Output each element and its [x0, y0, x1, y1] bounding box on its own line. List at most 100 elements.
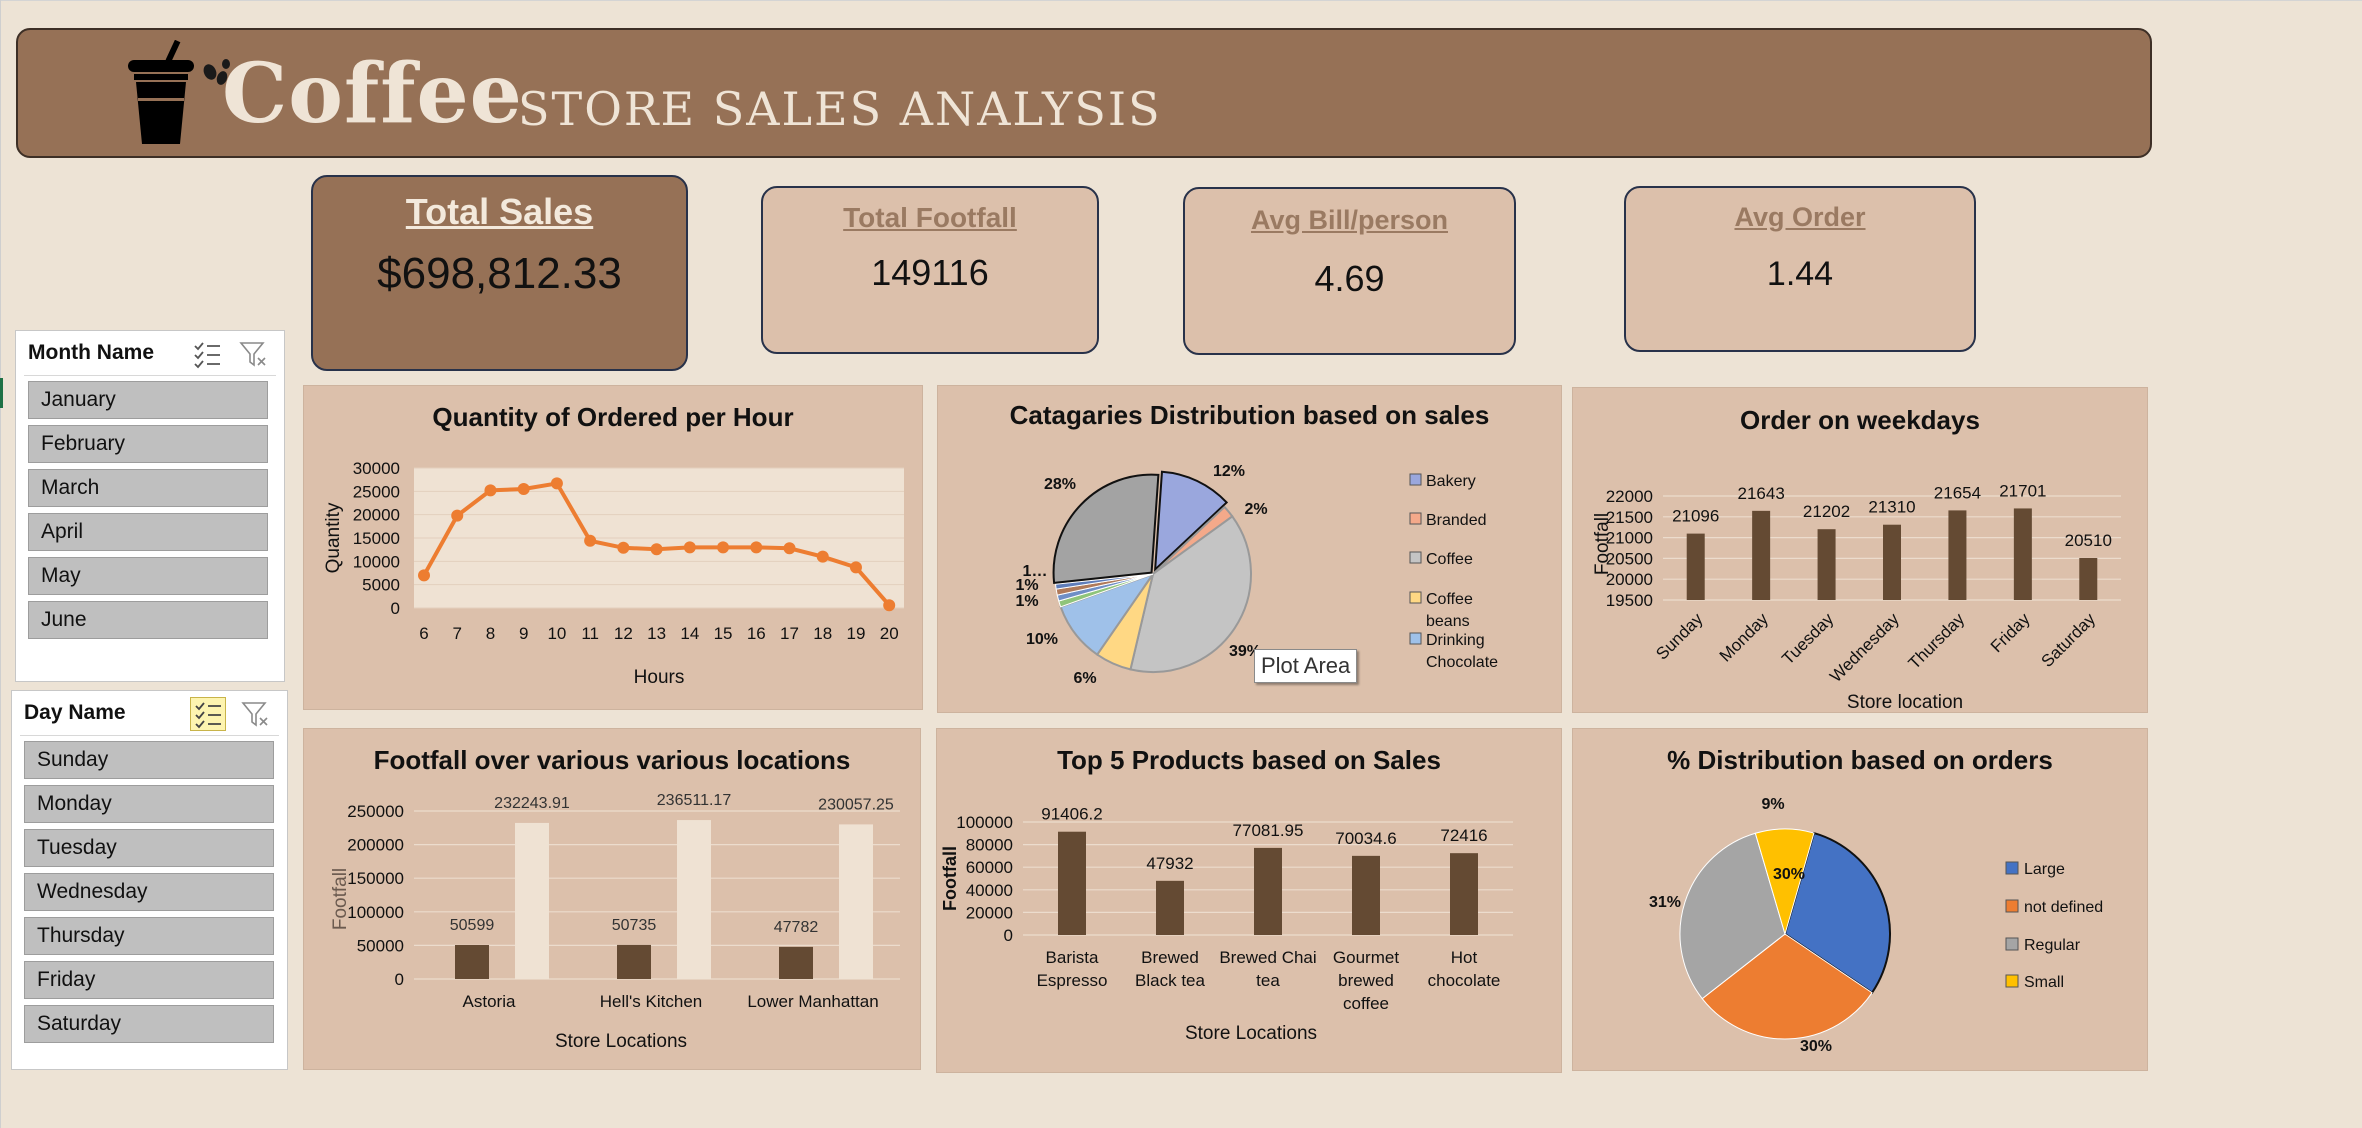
- slicer-item-day[interactable]: Tuesday: [24, 829, 274, 867]
- pie-chart: 30% 30% 31% 9% Large not defined Regular Small: [1649, 796, 2103, 1055]
- x-axis-title: Hours: [634, 667, 685, 688]
- data-label: 9%: [1761, 796, 1784, 813]
- x-tick-label: brewed: [1338, 971, 1394, 990]
- legend-swatch: [1409, 632, 1422, 645]
- legend-swatch: [2005, 861, 2019, 875]
- chart-orders-per-hour[interactable]: Quantity of Ordered per Hour 0 5000 10000 1…: [303, 385, 923, 710]
- data-label: 1%: [1015, 593, 1038, 610]
- legend-label: beans: [1426, 613, 1470, 630]
- chart-footfall-locations[interactable]: Footfall over various various locations …: [303, 728, 921, 1070]
- data-label: 1%: [1015, 577, 1038, 594]
- data-label: 50599: [450, 917, 495, 934]
- y-axis-title: Footfall: [330, 868, 351, 930]
- data-label: 70034.6: [1335, 829, 1396, 848]
- legend-swatch: [1409, 473, 1422, 486]
- data-point: [418, 569, 430, 582]
- x-tick-label: Thursday: [1905, 609, 1969, 673]
- kpi-label: Total Footfall: [843, 202, 1017, 233]
- bar: [1352, 855, 1380, 935]
- slicer-item-day[interactable]: Monday: [24, 785, 274, 823]
- legend-label: not defined: [2024, 899, 2103, 916]
- y-tick-label: 19500: [1606, 591, 1653, 610]
- data-label: 21654: [1934, 483, 1981, 502]
- x-tick-label: Brewed Chai: [1219, 948, 1316, 967]
- bar: [2079, 557, 2098, 600]
- x-tick-label: Tuesday: [1778, 609, 1837, 668]
- legend-label: Chocolate: [1426, 654, 1498, 671]
- y-tick-label: 20500: [1606, 549, 1653, 568]
- chart-category-distribution[interactable]: Catagaries Distribution based on sales 1…: [937, 385, 1562, 713]
- y-tick-label: 20000: [966, 903, 1013, 922]
- coffee-beans-icon: [203, 59, 230, 85]
- data-point: [883, 599, 896, 612]
- multi-select-icon[interactable]: [192, 339, 222, 369]
- chart-title: Top 5 Products based on Sales: [1057, 745, 1441, 775]
- y-tick-label: 80000: [966, 836, 1013, 855]
- kpi-label: Total Sales: [405, 191, 594, 232]
- chart-top-products[interactable]: Top 5 Products based on Sales 0 20000 4000…: [936, 728, 1562, 1073]
- slicer-item-month[interactable]: April: [28, 513, 268, 551]
- chart-title: % Distribution based on orders: [1667, 745, 2053, 775]
- x-tick-label: 13: [647, 624, 666, 643]
- slicer-item-month[interactable]: May: [28, 557, 268, 595]
- slicer-item-day[interactable]: Thursday: [24, 917, 274, 955]
- x-tick-label: 14: [680, 624, 699, 643]
- slicer-item-month[interactable]: January: [28, 381, 268, 419]
- kpi-avg-order[interactable]: Avg Order 1.44: [1624, 186, 1976, 352]
- data-label: 20510: [2065, 531, 2112, 550]
- y-tick-label: 10000: [353, 552, 400, 571]
- slicer-item-month[interactable]: June: [28, 601, 268, 639]
- data-point: [517, 483, 530, 495]
- x-tick-label: Monday: [1716, 609, 1773, 666]
- slicer-item-day[interactable]: Saturday: [24, 1005, 274, 1043]
- chart-order-size-distribution[interactable]: % Distribution based on orders 30% 30% 31%…: [1572, 728, 2148, 1071]
- y-axis-title: Footfall: [940, 846, 960, 911]
- kpi-total-footfall[interactable]: Total Footfall 149116: [761, 186, 1099, 354]
- bar: [1883, 524, 1901, 600]
- bar: [1686, 533, 1705, 600]
- kpi-total-sales[interactable]: Total Sales $698,812.33: [311, 175, 688, 371]
- x-tick-label: Wednesday: [1826, 609, 1903, 686]
- x-tick-label: Lower Manhattan: [747, 992, 878, 1011]
- clear-filter-icon[interactable]: [238, 339, 268, 369]
- chart-title: Order on weekdays: [1740, 405, 1980, 435]
- bar: [1058, 831, 1086, 935]
- kpi-avg-bill[interactable]: Avg Bill/person 4.69: [1183, 187, 1516, 355]
- bar: [839, 824, 873, 979]
- y-tick-label: 0: [395, 970, 404, 989]
- y-axis-title: Quantity: [323, 502, 344, 573]
- x-tick-label: Hot: [1451, 948, 1478, 967]
- selected-row-marker: [0, 378, 3, 408]
- data-label: 47782: [774, 919, 819, 936]
- legend-label: Bakery: [1426, 473, 1476, 490]
- slicer-item-month[interactable]: March: [28, 469, 268, 507]
- x-tick-label: Saturday: [2038, 609, 2100, 671]
- kpi-value: $698,812.33: [377, 249, 622, 298]
- chart-orders-weekdays[interactable]: Order on weekdays 19500 20000 20500 21000 21…: [1572, 387, 2148, 713]
- pie-chart: 12%2%39%6%10%1%1%1…28% BakeryBrandedCoffe…: [1015, 463, 1498, 687]
- x-tick-label: 19: [847, 624, 866, 643]
- legend-label: Regular: [2024, 937, 2081, 954]
- y-tick-label: 250000: [347, 802, 404, 821]
- slicer-divider: [20, 735, 279, 736]
- data-label: 230057.25: [818, 796, 894, 813]
- multi-select-icon[interactable]: [193, 699, 223, 729]
- data-label: 21701: [1999, 481, 2046, 500]
- brand-title: Coffee: [222, 46, 523, 142]
- data-point: [783, 542, 796, 555]
- data-point: [584, 534, 597, 547]
- y-tick-label: 50000: [357, 936, 404, 955]
- kpi-value: 4.69: [1314, 258, 1385, 299]
- data-label: 2%: [1244, 501, 1267, 518]
- slicer-item-month[interactable]: February: [28, 425, 268, 463]
- x-tick-label: Barista: [1046, 948, 1099, 967]
- slicer-item-day[interactable]: Wednesday: [24, 873, 274, 911]
- y-tick-label: 21000: [1606, 529, 1653, 548]
- slicer-item-day[interactable]: Sunday: [24, 741, 274, 779]
- y-tick-label: 22000: [1606, 487, 1653, 506]
- clear-filter-icon[interactable]: [240, 699, 270, 729]
- pie-slice: [1783, 831, 1891, 995]
- x-tick-label: Gourmet: [1333, 948, 1399, 967]
- slicer-item-day[interactable]: Friday: [24, 961, 274, 999]
- legend-swatch: [2005, 974, 2019, 988]
